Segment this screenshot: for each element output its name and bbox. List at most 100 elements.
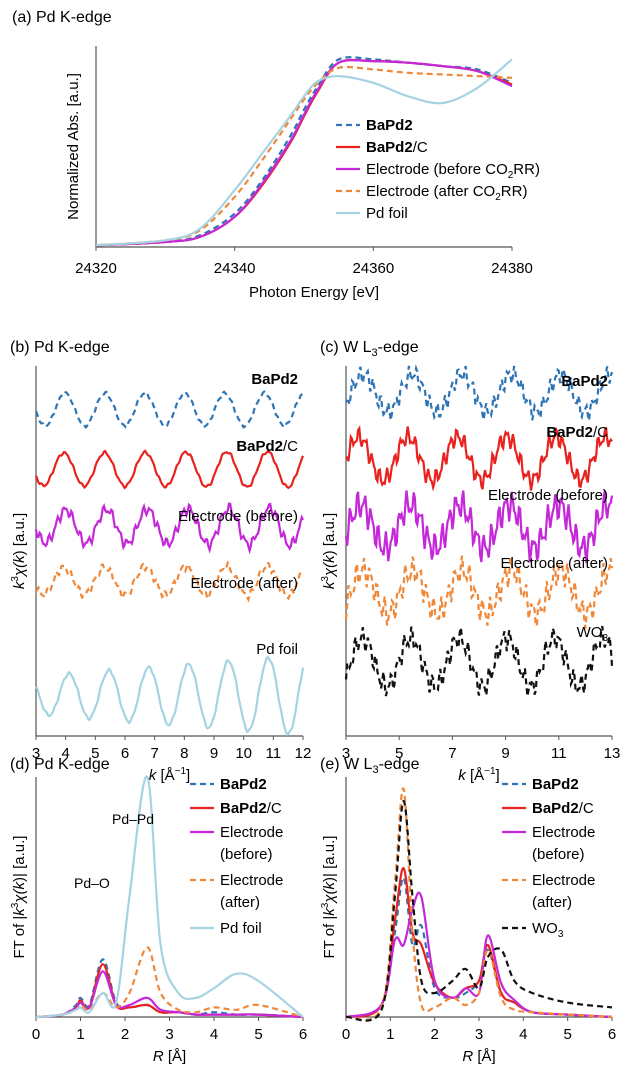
panel-a-title: (a) Pd K-edge (12, 9, 112, 26)
panel-a-legend-bapd2c: BaPd2/C (366, 139, 428, 156)
panel-d-xtick-label: 0 (32, 1026, 40, 1043)
panel-b-xtick-label: 10 (235, 745, 252, 762)
panel-e-xtick-label: 4 (519, 1026, 527, 1043)
panel-a-legend-bapd2: BaPd2 (366, 117, 413, 134)
panel-c-xtick-label: 5 (395, 745, 403, 762)
panel-c-line-wo3 (344, 625, 614, 697)
panel-c-xlabel: k [Å−1] (458, 766, 499, 784)
panel-b-xtick-label: 6 (121, 745, 129, 762)
panel-c-xtick-label: 3 (342, 745, 350, 762)
panel-a-xtick-label: 24380 (491, 260, 533, 277)
panel-c-line-before (344, 490, 614, 564)
panel-d-legend-before-line2: (before) (220, 846, 273, 863)
panel-b-line-before (34, 502, 305, 555)
panel-d-legend-bapd2: BaPd2 (220, 776, 267, 793)
panel-e-legend-wo3: WO3 (532, 920, 564, 940)
panel-e-title: (e) W L3-edge (320, 756, 420, 776)
panel-a-xtick-label: 24320 (75, 260, 117, 277)
panel-e-ylabel: FT of |k3χ(k)| [a.u.] (320, 836, 338, 959)
panel-b-axes (35, 366, 303, 737)
panel-d-line-foil (35, 775, 304, 1019)
panel-a-line-foil (95, 58, 513, 247)
panel-b-xtick-label: 12 (295, 745, 312, 762)
panel-b-label-foil: Pd foil (256, 641, 298, 658)
panel-d-xtick-label: 5 (254, 1026, 262, 1043)
panel-c-xtick-label: 9 (501, 745, 509, 762)
panel-e-xtick-label: 0 (342, 1026, 350, 1043)
panel-e-legend-before-line2: (before) (532, 846, 585, 863)
panel-a-ylabel: Normalized Abs. [a.u.] (65, 73, 82, 220)
panel-d-line-before (35, 970, 304, 1019)
panel-e-legend-bapd2: BaPd2 (532, 776, 579, 793)
panel-b-xtick-label: 5 (91, 745, 99, 762)
panel-e-xtick-label: 2 (430, 1026, 438, 1043)
panel-a-legend-before: Electrode (before CO2RR) (366, 161, 540, 181)
panel-e-legend-after-line2: (after) (532, 894, 572, 911)
panel-e-legend-before: Electrode (532, 824, 595, 841)
panel-e-xlabel: R [Å] (462, 1048, 495, 1065)
panel-b-label-bapd2: BaPd2 (251, 371, 298, 388)
panel-d-title: (d) Pd K-edge (10, 756, 110, 773)
panel-b-xtick-label: 8 (180, 745, 188, 762)
panel-d-annotation-pd-o: Pd–O (74, 875, 110, 891)
panel-d-xtick-label: 4 (210, 1026, 218, 1043)
panel-b-label-before: Electrode (before) (178, 508, 298, 525)
panel-e-legend-after: Electrode (532, 872, 595, 889)
panel-b-xlabel: k [Å−1] (149, 766, 190, 784)
panel-d-xtick-label: 6 (299, 1026, 307, 1043)
panel-d-xtick-label: 3 (165, 1026, 173, 1043)
panel-b-title: (b) Pd K-edge (10, 339, 110, 356)
panel-c-label-wo3: WO3 (577, 624, 609, 644)
panel-b-ylabel: k3χ(k) [a.u.] (10, 513, 28, 589)
panel-a-legend-after: Electrode (after CO2RR) (366, 183, 527, 203)
panel-b-line-bapd2c (34, 449, 305, 490)
panel-b-xtick-label: 3 (32, 745, 40, 762)
panel-b-line-bapd2 (34, 389, 304, 429)
panel-d-legend-bapd2c: BaPd2/C (220, 800, 282, 817)
panel-a-line-bapd2c (95, 58, 513, 247)
panel-c-label-before: Electrode (before) (488, 487, 608, 504)
panel-c-line-bapd2c (345, 425, 613, 492)
panel-a-line-bapd2 (95, 56, 513, 247)
panel-a-line-before (95, 59, 513, 247)
panel-b-line-foil (35, 655, 305, 737)
panel-e-legend-bapd2c: BaPd2/C (532, 800, 594, 817)
panel-e-xtick-label: 5 (563, 1026, 571, 1043)
panel-a-xtick-label: 24360 (352, 260, 394, 277)
panel-d-xtick-label: 2 (121, 1026, 129, 1043)
panel-b-xtick-label: 7 (150, 745, 158, 762)
panel-c-label-after: Electrode (after) (500, 555, 608, 572)
panel-d-legend-after: Electrode (220, 872, 283, 889)
panel-c-xtick-label: 13 (604, 745, 621, 762)
panel-c-label-bapd2: BaPd2 (561, 373, 608, 390)
panel-a-xlabel: Photon Energy [eV] (249, 284, 379, 301)
panel-d-legend-before: Electrode (220, 824, 283, 841)
panel-d-xlabel: R [Å] (153, 1048, 186, 1065)
panel-b-xtick-label: 11 (266, 745, 282, 762)
panel-c-ylabel: k3χ(k) [a.u.] (320, 513, 338, 589)
panel-a-legend-foil: Pd foil (366, 205, 408, 222)
panel-d-legend-foil: Pd foil (220, 920, 262, 937)
panel-d-xtick-label: 1 (76, 1026, 84, 1043)
panel-e-line-before (345, 891, 613, 1019)
panel-b-label-after: Electrode (after) (190, 575, 298, 592)
panel-d-annotation-pd-pd: Pd–Pd (112, 811, 154, 827)
panel-e-xtick-label: 1 (386, 1026, 394, 1043)
panel-c-title: (c) W L3-edge (320, 339, 419, 359)
panel-b-xtick-label: 4 (61, 745, 69, 762)
panel-c-line-bapd2 (345, 364, 614, 421)
panel-b-xtick-label: 9 (210, 745, 218, 762)
panel-e-xtick-label: 3 (475, 1026, 483, 1043)
panel-c-line-after (344, 555, 614, 630)
panel-c-xtick-label: 7 (448, 745, 456, 762)
panel-c-xtick-label: 11 (551, 745, 567, 762)
panel-d-ylabel: FT of |k3χ(k)| [a.u.] (10, 836, 28, 959)
panel-d-legend-after-line2: (after) (220, 894, 260, 911)
panel-a-xtick-label: 24340 (214, 260, 256, 277)
panel-a-axes (95, 46, 512, 248)
panel-e-line-wo3 (345, 799, 613, 1022)
panel-e-xtick-label: 6 (608, 1026, 616, 1043)
panel-c-label-bapd2c: BaPd2/C (546, 424, 608, 441)
panel-b-label-bapd2c: BaPd2/C (236, 438, 298, 455)
